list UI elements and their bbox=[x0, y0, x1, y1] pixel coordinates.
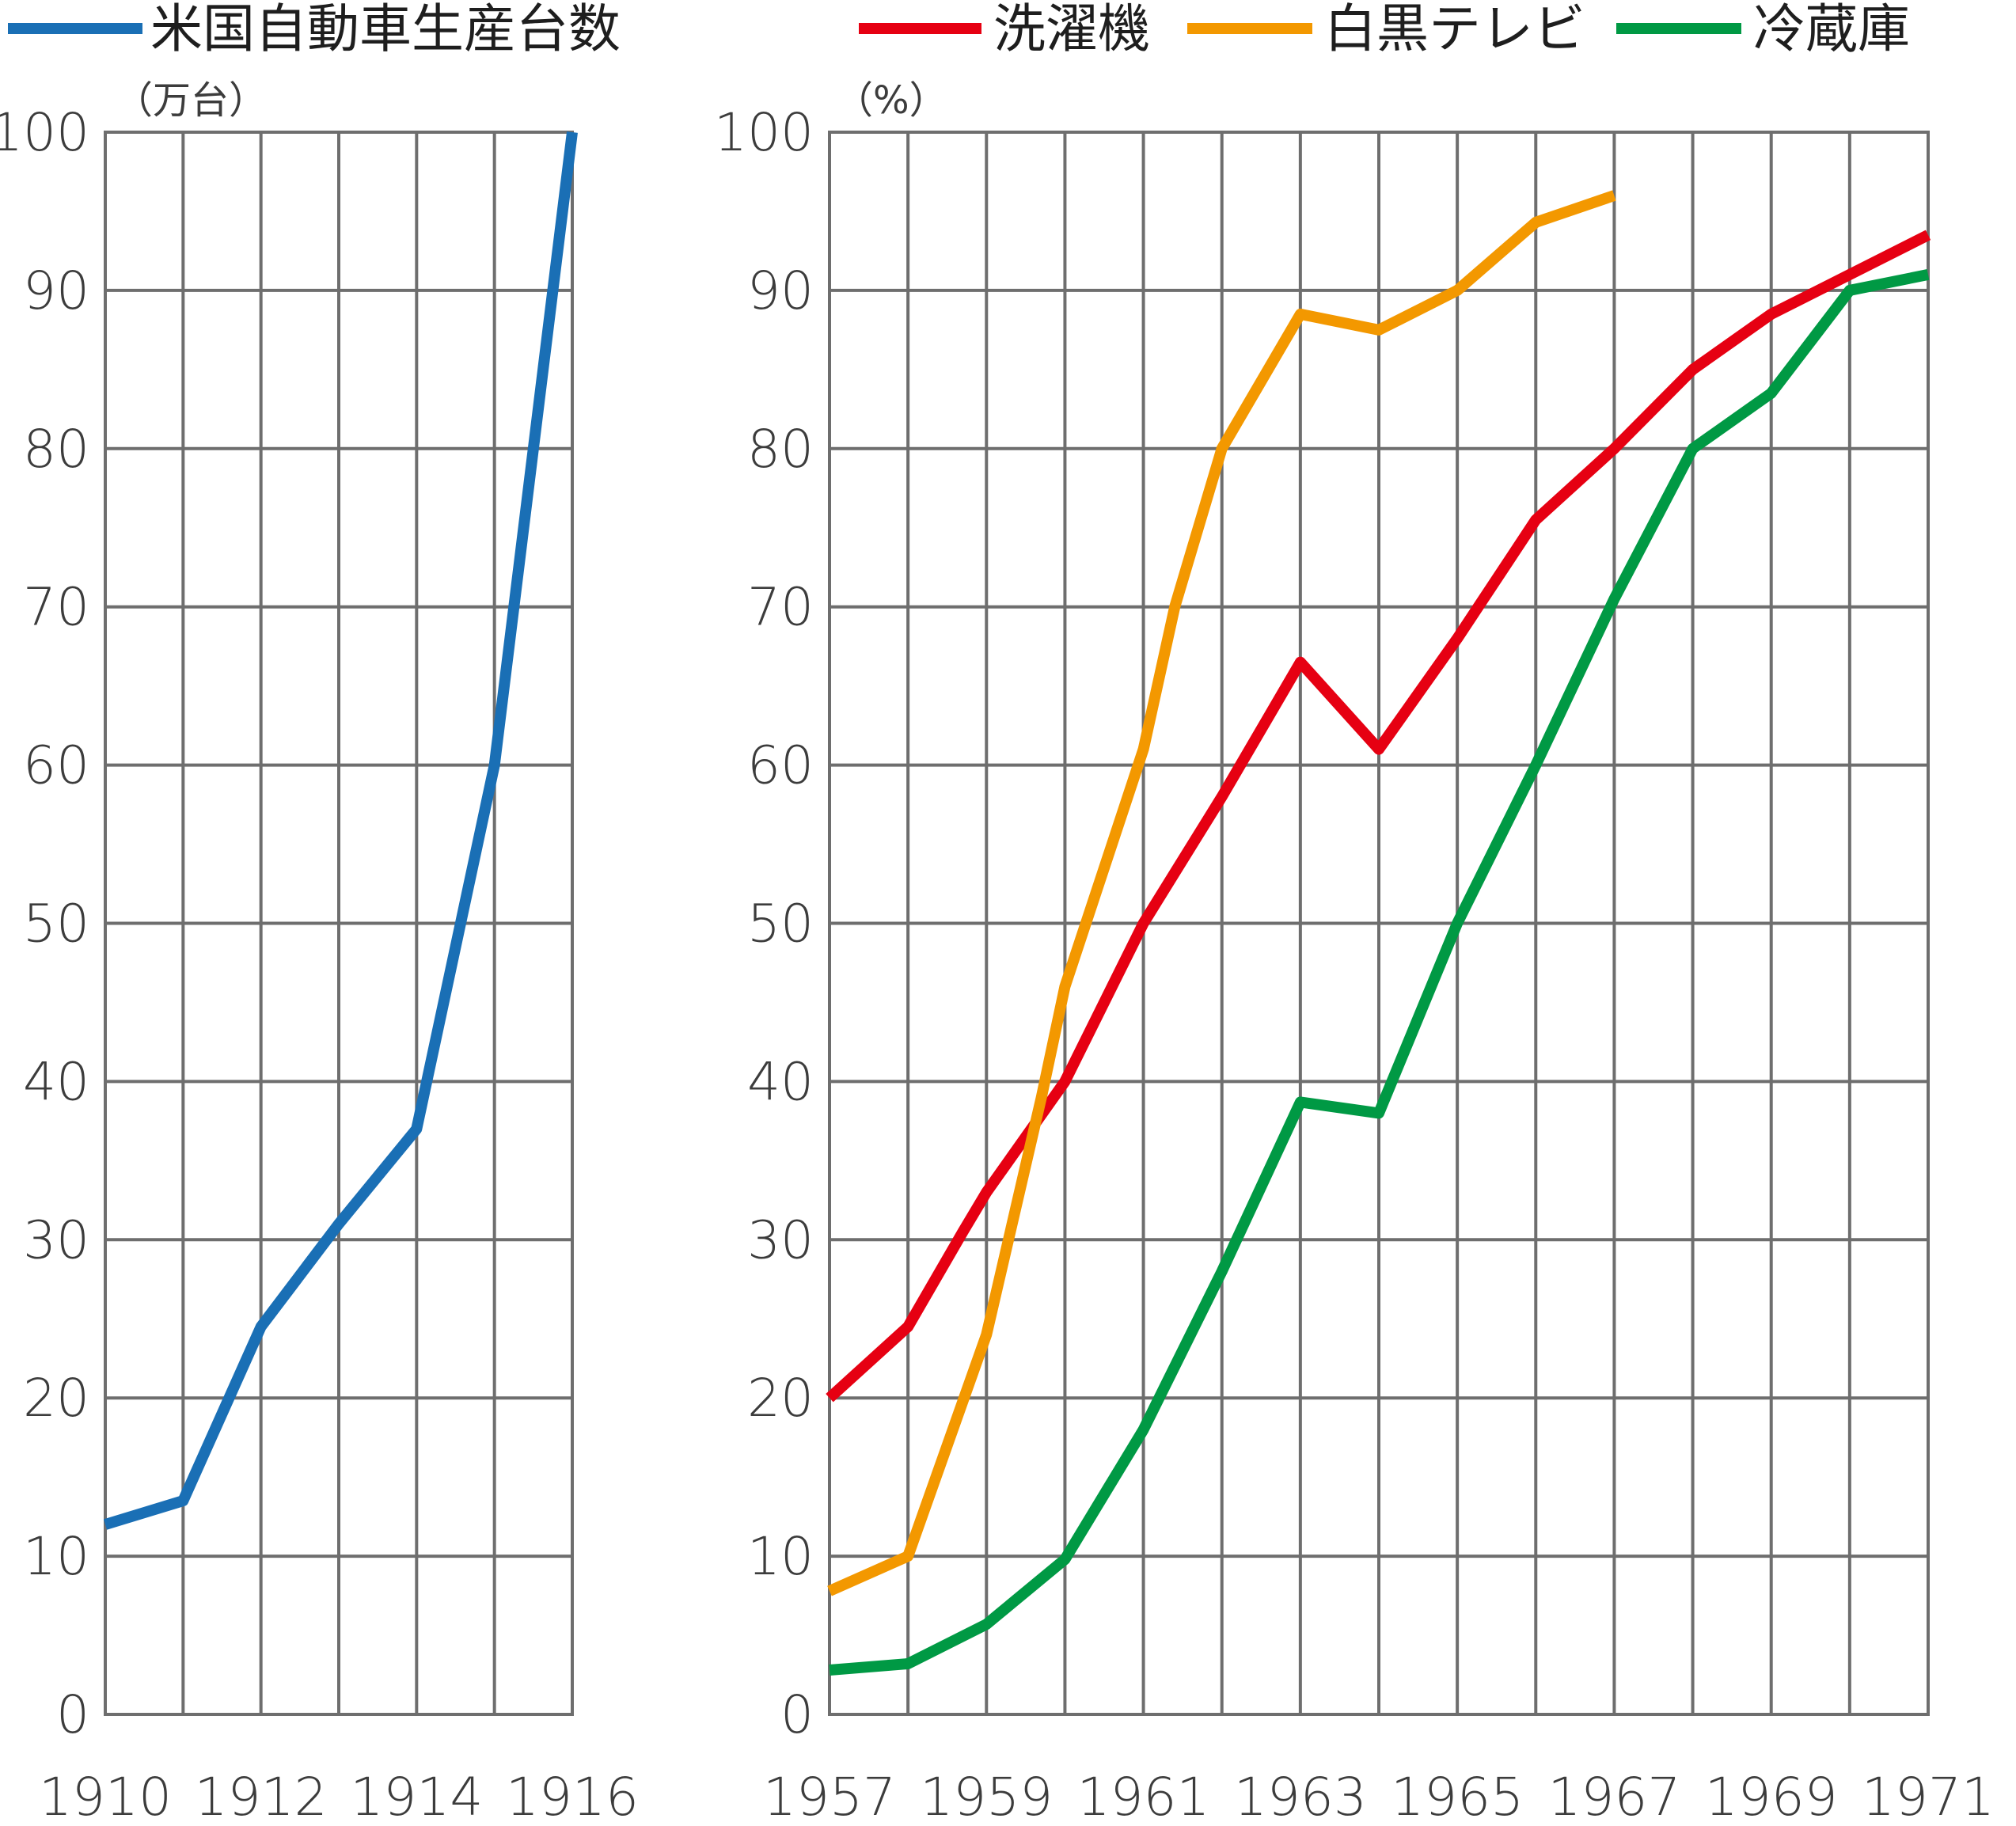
right-x-tick-label: 1961 bbox=[1077, 1767, 1210, 1826]
left-y-tick-label: 70 bbox=[23, 577, 89, 638]
left-plot-frame bbox=[104, 131, 574, 1716]
left-y-tick-label: 80 bbox=[23, 419, 89, 480]
right-y-tick-label: 80 bbox=[747, 419, 814, 480]
left-x-tick-label: 1914 bbox=[350, 1767, 483, 1826]
right-y-tick-label: 100 bbox=[714, 102, 814, 163]
right-y-tick-label: 70 bbox=[747, 577, 814, 638]
left-chart-panel: 0 10 20 30 40 50 60 70 80 90 100 1910 1912 1914 1916 （万… bbox=[0, 78, 639, 1826]
right-y-tick-label: 40 bbox=[747, 1051, 814, 1112]
left-x-tick-label: 1916 bbox=[506, 1767, 639, 1826]
legend-right: 洗濯機 白黒テレビ 冷蔵庫 bbox=[859, 0, 1910, 59]
legend-label-right-1: 白黒テレビ bbox=[1324, 0, 1585, 59]
right-unit-label: （%） bbox=[835, 78, 947, 123]
left-x-tick-label: 1910 bbox=[39, 1767, 172, 1826]
right-series-line-2 bbox=[829, 269, 1930, 1676]
left-series-line-0 bbox=[103, 131, 578, 1530]
left-y-tick-label: 20 bbox=[23, 1368, 89, 1429]
left-y-tick-label: 0 bbox=[56, 1684, 89, 1745]
right-x-tick-label: 1969 bbox=[1705, 1767, 1838, 1826]
left-y-tick-label: 30 bbox=[23, 1209, 89, 1270]
right-y-tick-label: 50 bbox=[747, 894, 814, 955]
left-y-tick-label: 100 bbox=[0, 102, 89, 163]
right-y-tick-label: 20 bbox=[747, 1368, 814, 1429]
right-series-line-1 bbox=[827, 190, 1616, 1596]
right-x-tick-label: 1971 bbox=[1862, 1767, 1995, 1826]
right-y-tick-label: 60 bbox=[747, 735, 814, 796]
right-y-tick-label: 10 bbox=[747, 1526, 814, 1587]
right-x-tick-label: 1957 bbox=[763, 1767, 896, 1826]
legend-left: 米国自動車生産台数 bbox=[8, 0, 621, 59]
right-y-tick-label: 90 bbox=[747, 260, 814, 321]
left-y-tick-label: 90 bbox=[23, 260, 89, 321]
legend-label-left-0: 米国自動車生産台数 bbox=[150, 0, 621, 59]
right-chart-panel: 0 10 20 30 40 50 60 70 80 90 100 1957 1959 1961 1963 19… bbox=[714, 78, 1995, 1826]
left-y-tick-label: 50 bbox=[23, 894, 89, 955]
left-unit-label: （万台） bbox=[115, 78, 267, 123]
right-plot-frame bbox=[828, 131, 1930, 1716]
right-x-tick-label: 1965 bbox=[1391, 1767, 1524, 1826]
right-y-tick-label: 0 bbox=[780, 1684, 814, 1745]
left-y-tick-label: 40 bbox=[23, 1051, 89, 1112]
left-x-tick-label: 1912 bbox=[195, 1767, 328, 1826]
legend-label-right-2: 冷蔵庫 bbox=[1753, 0, 1910, 59]
right-x-tick-label: 1963 bbox=[1234, 1767, 1367, 1826]
left-y-tick-label: 10 bbox=[23, 1526, 89, 1587]
legend-label-right-0: 洗濯機 bbox=[993, 0, 1150, 59]
right-x-tick-label: 1959 bbox=[920, 1767, 1053, 1826]
right-x-tick-label: 1967 bbox=[1547, 1767, 1680, 1826]
left-y-tick-label: 60 bbox=[23, 735, 89, 796]
right-series-line-0 bbox=[826, 230, 1931, 1403]
right-y-tick-label: 30 bbox=[747, 1209, 814, 1270]
